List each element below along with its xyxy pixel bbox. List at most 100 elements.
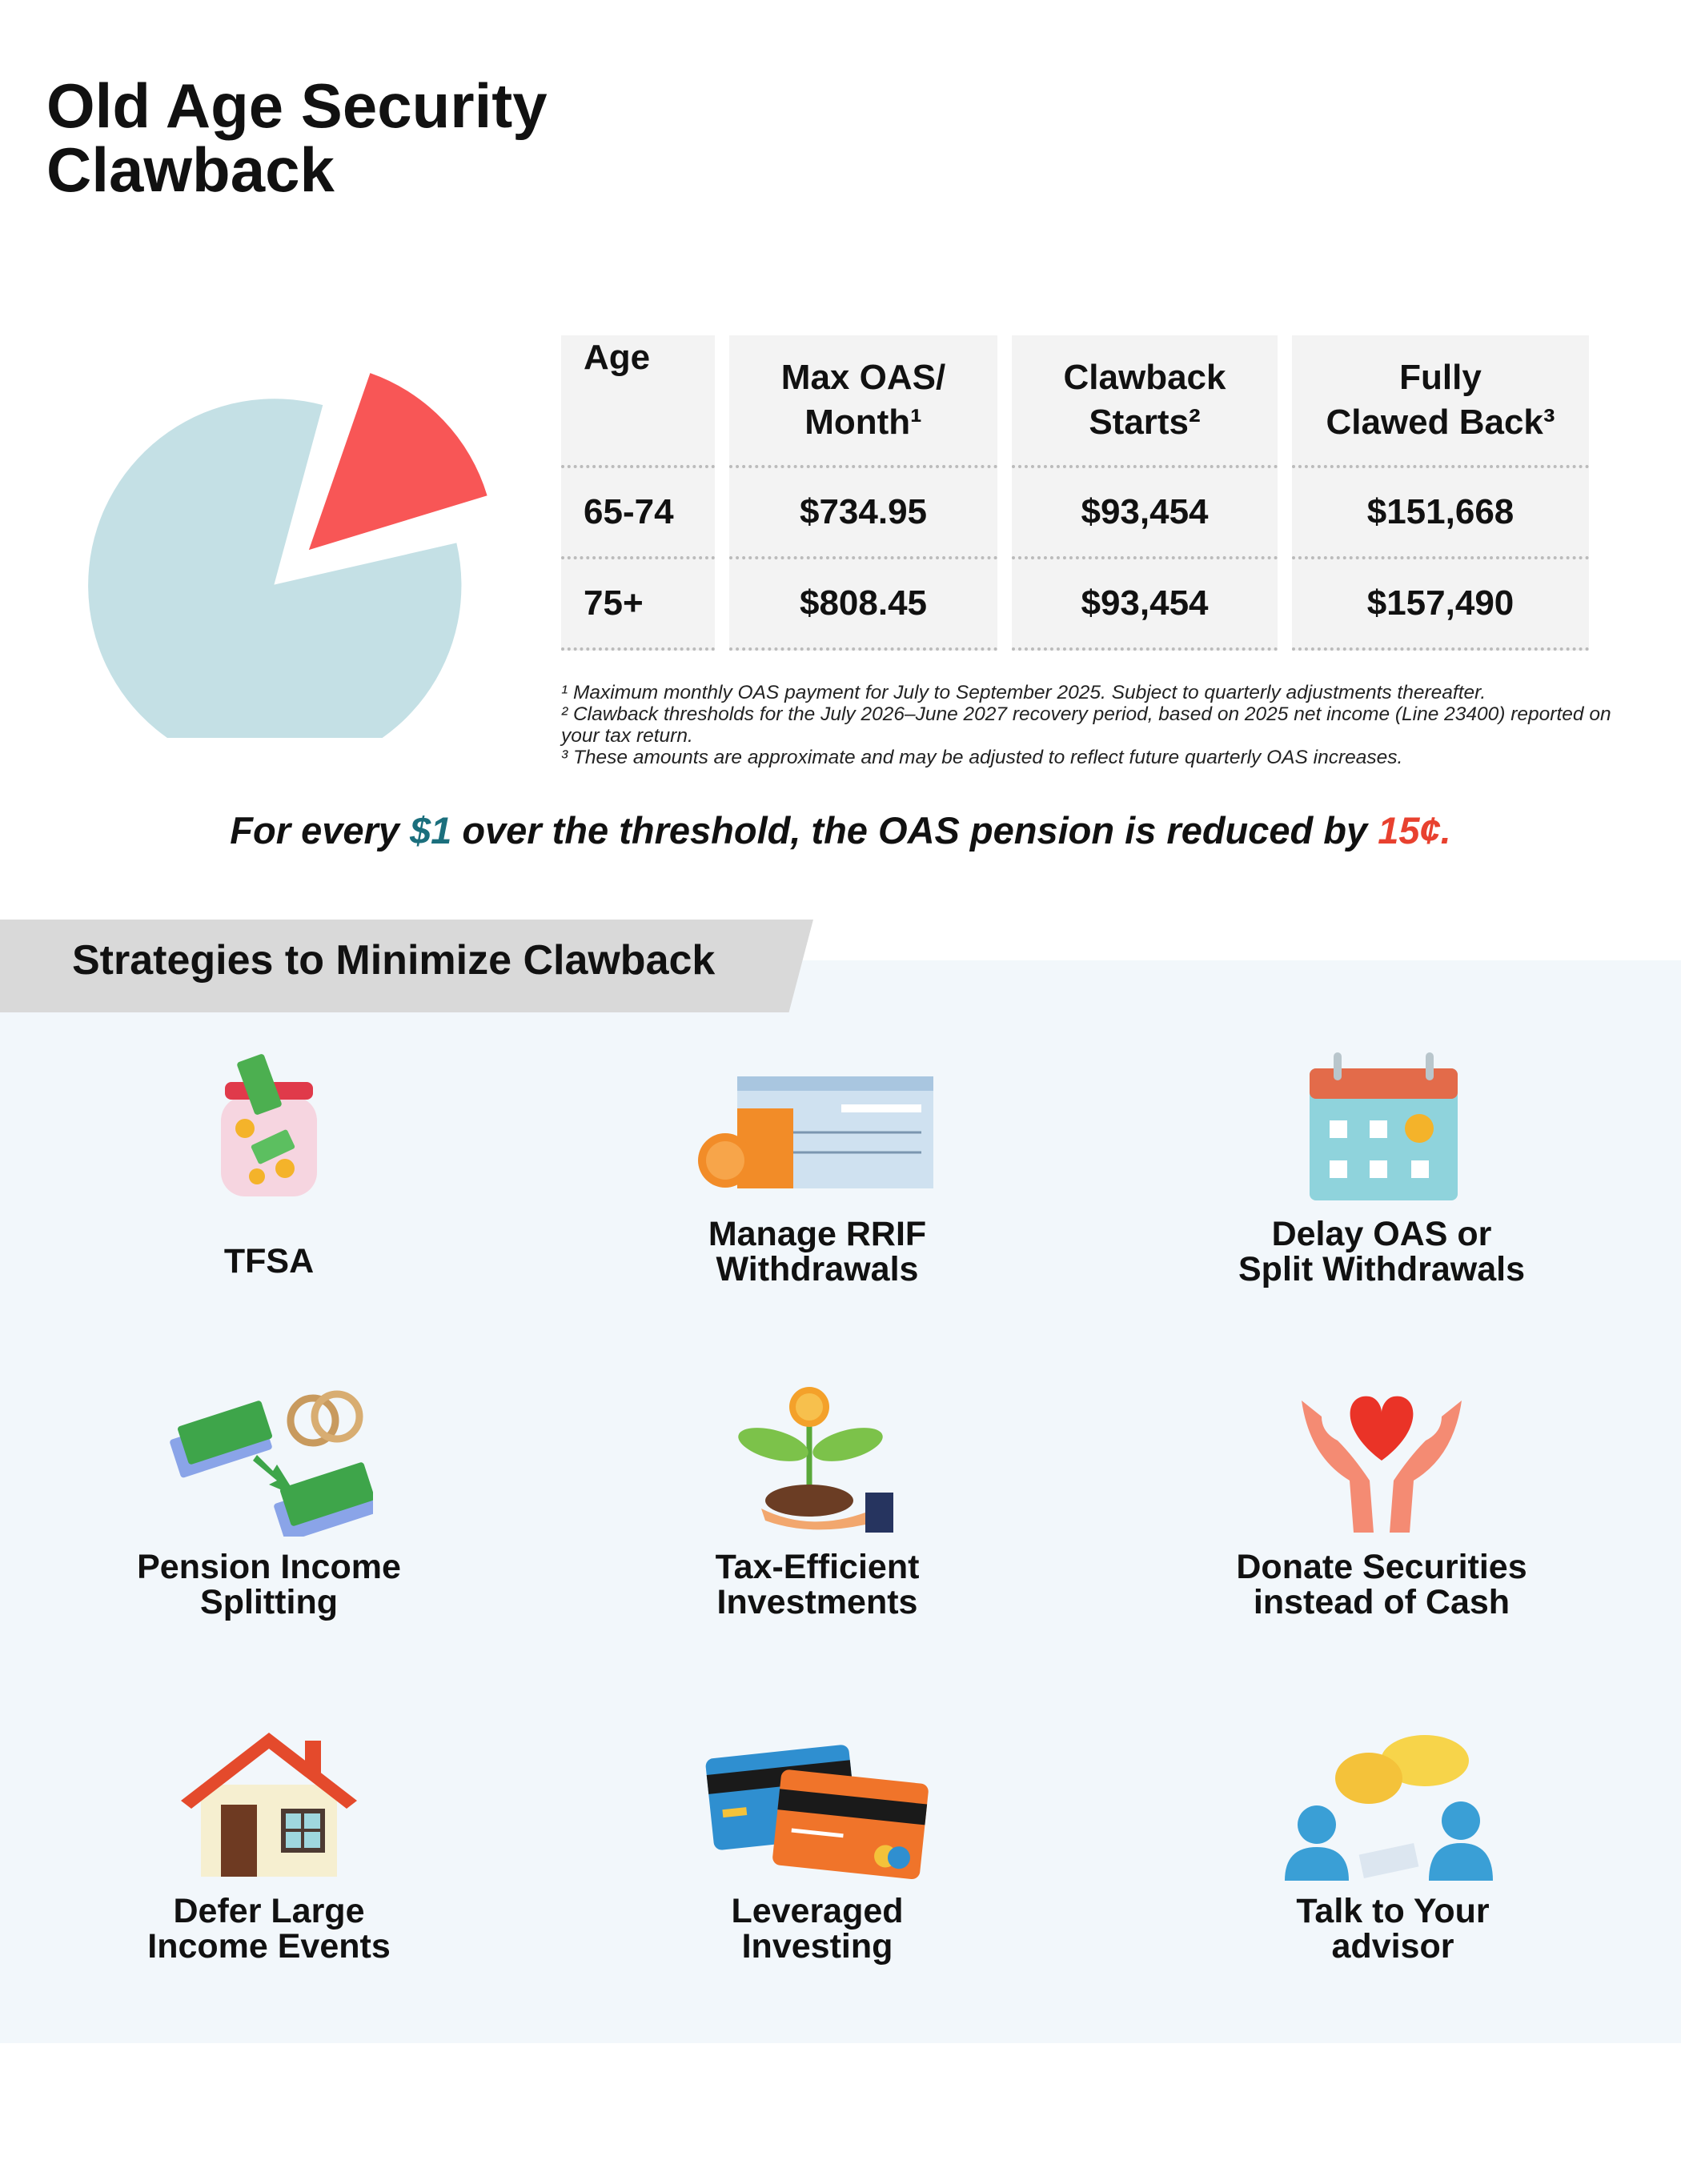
strategy-label: Talk to Your	[1296, 1892, 1490, 1930]
icon-shape	[1411, 1160, 1429, 1178]
footnote: ³ These amounts are approximate and may …	[561, 747, 1403, 768]
strategies-heading: Strategies to Minimize Clawback	[72, 937, 716, 984]
footnote: ¹ Maximum monthly OAS payment for July t…	[561, 682, 1486, 703]
statement: For every $1 over the threshold, the OAS…	[0, 808, 1681, 852]
statement-highlight: 15¢.	[1378, 809, 1451, 852]
icon-shape	[887, 1846, 910, 1869]
strategy: Manage RRIF Withdrawals	[561, 1048, 1073, 1287]
icon-cheque	[698, 1076, 933, 1188]
icon-shape	[1330, 1120, 1347, 1138]
icon-shape	[1330, 1160, 1347, 1178]
table-cell: $734.95	[729, 468, 997, 559]
header-cell: Clawback Starts²	[1012, 335, 1278, 468]
strategy: Delay OAS or Split Withdrawals	[1125, 1048, 1638, 1287]
strategy-label: Manage RRIF	[708, 1215, 927, 1253]
icon-shape	[777, 1789, 928, 1825]
icon-calendar	[1310, 1052, 1458, 1200]
strategy-label: Pension Income	[137, 1548, 401, 1586]
icon-shape	[1370, 1160, 1387, 1178]
pie-slice	[308, 373, 487, 551]
icon-advisor	[1285, 1735, 1493, 1881]
icon-shape	[1429, 1843, 1493, 1881]
strategy: Donate Securities instead of Cash	[1125, 1385, 1638, 1620]
title-line: Clawback	[46, 134, 335, 205]
icon-shape	[1298, 1805, 1336, 1844]
icon-shape	[765, 1485, 853, 1517]
strategy-label: Split Withdrawals	[1238, 1250, 1525, 1288]
strategy-label: Leveraged	[731, 1892, 904, 1930]
strategy-label: instead of Cash	[1253, 1583, 1510, 1621]
icon-shape	[1405, 1114, 1434, 1143]
icon-shape	[249, 1168, 265, 1184]
icon-shape	[1390, 1401, 1462, 1533]
header-cell: Age	[561, 335, 715, 468]
icon-house	[181, 1733, 357, 1877]
title-line: Old Age Security	[46, 70, 548, 141]
statement-text: For every	[230, 809, 410, 852]
strategy: TFSA	[13, 1048, 525, 1279]
header-text: Clawback	[1063, 358, 1226, 397]
header-text: Month¹	[804, 403, 922, 442]
header-cell: Max OAS/Month¹	[729, 335, 997, 468]
icon-shape	[1442, 1801, 1480, 1840]
icon-shape	[1335, 1753, 1402, 1804]
icon-shape	[221, 1805, 257, 1877]
strategy-label: TFSA	[223, 1242, 315, 1280]
strategy-label: Investing	[741, 1927, 893, 1966]
icon-cards	[705, 1745, 929, 1880]
icon-splitting	[170, 1390, 373, 1537]
icon-shape	[311, 1390, 363, 1443]
icon-shape	[761, 1509, 865, 1530]
strategy-label: Donate Securities	[1236, 1548, 1527, 1586]
icon-shape	[275, 1159, 295, 1178]
table-cell: $808.45	[729, 559, 997, 651]
icon-shape	[841, 1104, 921, 1112]
table-cell: 65-74	[561, 468, 715, 559]
icon-shape	[1381, 1735, 1469, 1786]
title: Old Age Security Clawback	[46, 74, 548, 202]
header-text: Clawed Back³	[1326, 403, 1555, 442]
table-cell: $151,668	[1292, 468, 1589, 559]
icon-shape	[722, 1807, 748, 1818]
pie-slice	[88, 399, 462, 738]
icon-shape	[791, 1828, 844, 1838]
header-text: Starts²	[1089, 403, 1201, 442]
icon-shape	[181, 1733, 357, 1809]
oas-table: Age Max OAS/Month¹ Clawback Starts² Fully…	[561, 335, 1590, 651]
icon-shape	[1310, 1068, 1458, 1099]
header-text: Age	[584, 338, 651, 377]
icon-shape	[287, 1394, 339, 1447]
icon-shape	[706, 1760, 853, 1794]
heading-tab	[0, 920, 813, 1012]
footnote: ² Clawback thresholds for the July 2026–…	[561, 703, 1611, 747]
pie-graphic	[88, 373, 487, 738]
footnotes: ¹ Maximum monthly OAS payment for July t…	[561, 682, 1626, 768]
icon-shape	[237, 1054, 282, 1115]
table-cell: $93,454	[1012, 468, 1278, 559]
header-cell: Fully Clawed Back³	[1292, 335, 1589, 468]
strategy: Talk to Your advisor	[1137, 1729, 1649, 1964]
strategy: Tax-Efficient Investments	[561, 1385, 1073, 1620]
strategy: Pension Income Splitting	[13, 1385, 525, 1620]
header-text: Max OAS/	[780, 358, 946, 397]
icon-hands-heart	[1302, 1396, 1462, 1533]
icon-shape	[253, 1455, 297, 1497]
icon-shape	[1370, 1120, 1387, 1138]
icon-shape	[280, 1462, 373, 1526]
icon-shape	[1426, 1052, 1434, 1080]
strategy-label: Income Events	[147, 1927, 391, 1966]
table-cell: 75+	[561, 559, 715, 651]
icon-plant	[738, 1387, 893, 1533]
strategy-label: Splitting	[200, 1583, 338, 1621]
icon-shape	[1350, 1396, 1414, 1461]
strategy-label: Delay OAS or	[1271, 1215, 1492, 1253]
icon-shape	[1334, 1052, 1342, 1080]
icon-shape	[706, 1141, 744, 1180]
strategy-label: Withdrawals	[716, 1250, 919, 1288]
header-text: Fully	[1399, 358, 1482, 397]
icon-shape	[305, 1741, 321, 1773]
strategy: Leveraged Investing	[561, 1729, 1073, 1964]
strategy-label: Tax-Efficient	[715, 1548, 920, 1586]
icon-shape	[796, 1393, 823, 1421]
